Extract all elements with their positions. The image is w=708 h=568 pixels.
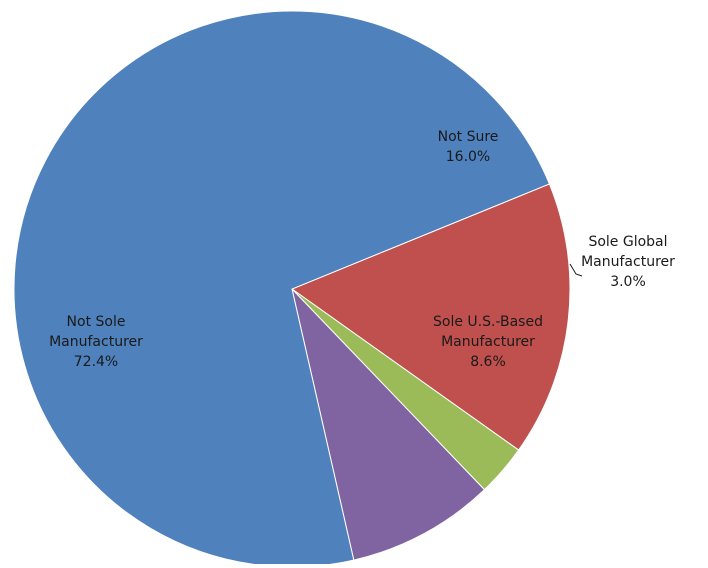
data-labels-layer: Not Sure 16.0% Sole Global Manufacturer 3.0%…	[49, 129, 675, 370]
data-label-line: Manufacturer	[49, 334, 143, 350]
data-label-line: 8.6%	[470, 354, 506, 370]
data-label-line: Sole U.S.-Based	[433, 314, 543, 330]
data-label-sole-global-manufacturer: Sole Global Manufacturer 3.0%	[581, 234, 675, 290]
leader-lines-layer	[569, 263, 583, 277]
data-label-line: Not Sole	[67, 314, 126, 330]
pie-slice-sole-u-s-based-manufacturer	[291, 287, 486, 561]
data-label-line: Manufacturer	[441, 334, 535, 350]
pie-slice-not-sole-manufacturer	[13, 10, 551, 568]
data-label-line: Manufacturer	[581, 254, 675, 270]
data-label-not-sure: Not Sure 16.0%	[438, 129, 499, 165]
data-label-line: Not Sure	[438, 129, 499, 145]
data-label-line: 3.0%	[610, 274, 646, 290]
data-label-sole-u-s-based-manufacturer: Sole U.S.-Based Manufacturer 8.6%	[433, 314, 543, 370]
data-label-line: 72.4%	[74, 354, 118, 370]
slices-layer	[13, 10, 571, 568]
data-label-line: 16.0%	[446, 149, 490, 165]
pie-slice-not-sure	[290, 183, 571, 451]
data-label-not-sole-manufacturer: Not Sole Manufacturer 72.4%	[49, 314, 143, 370]
leader-line-sole-global-manufacturer	[569, 263, 583, 277]
data-label-line: Sole Global	[588, 234, 667, 250]
